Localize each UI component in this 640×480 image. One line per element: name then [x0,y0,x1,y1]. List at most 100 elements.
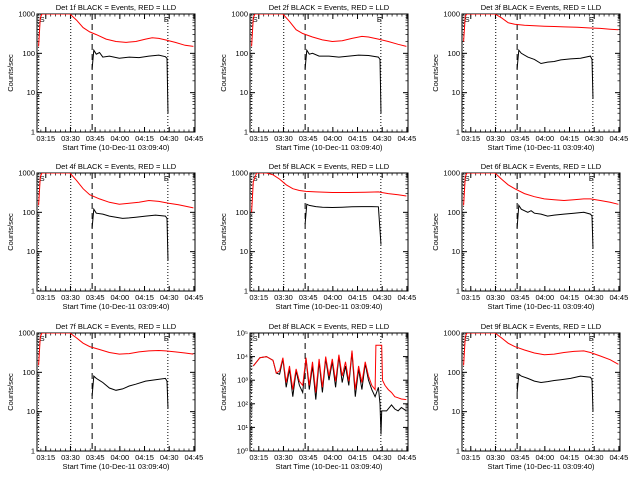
y-tick-label: 10³ [237,376,248,385]
series-lld-line [463,173,619,206]
y-axis-label: Counts/sec [431,213,440,251]
x-tick-label: 04:45 [610,134,629,143]
panel-title: Det 3f BLACK = Events, RED = LLD [481,3,602,12]
plot-frame [249,13,409,133]
panel-det-5: Det 5f BLACK = Events, RED = LLD 1 10 100 10… [219,162,416,311]
series-lld-line [252,344,407,401]
x-tick-label: 04:00 [323,134,342,143]
end-marker-label: E [164,334,169,343]
series-events-line [252,352,407,435]
panel-det-1: Det 1f BLACK = Events, RED = LLD 1 10 100 10… [6,3,203,152]
start-marker-label: S [465,174,470,183]
panel-title: Det 5f BLACK = Events, RED = LLD [269,162,390,171]
panel-title: Det 7f BLACK = Events, RED = LLD [56,322,177,331]
panel-det-6: Det 6f BLACK = Events, RED = LLD 1 10 100 10… [431,162,628,311]
x-tick-label: 04:15 [135,453,154,462]
y-tick-label: 10⁴ [236,352,248,361]
panel-det-9: Det 9f BLACK = Events, RED = LLD 1 10 100 10… [431,322,628,471]
y-axis-label: Counts/sec [219,373,228,411]
x-axis-label: Start Time (10-Dec-11 03:09:40) [488,143,595,152]
x-tick-label: 04:30 [160,453,179,462]
y-tick-label: 10 [27,88,35,97]
x-tick-label: 03:30 [61,293,80,302]
x-tick-label: 04:15 [348,134,367,143]
y-tick-label: 1 [31,447,35,456]
x-tick-label: 03:30 [274,453,293,462]
x-tick-label: 04:30 [160,293,179,302]
y-tick-label: 100 [22,49,35,58]
y-tick-label: 1 [31,128,35,137]
y-tick-label: 10¹ [237,423,248,432]
x-tick-label: 04:00 [110,453,129,462]
x-tick-label: 03:15 [36,293,55,302]
panel-title: Det 9f BLACK = Events, RED = LLD [481,322,602,331]
end-marker-label: E [589,334,594,343]
x-tick-label: 03:15 [249,293,268,302]
panel-title: Det 4f BLACK = Events, RED = LLD [56,162,177,171]
x-tick-label: 03:30 [274,293,293,302]
series-lld-line [463,14,619,42]
series-events-line [516,203,594,249]
y-tick-label: 100 [22,368,35,377]
x-tick-label: 04:00 [110,134,129,143]
y-tick-label: 10 [452,88,460,97]
x-tick-label: 04:00 [535,293,554,302]
y-axis-label: Counts/sec [219,213,228,251]
x-tick-label: 04:30 [160,134,179,143]
y-axis-label: Counts/sec [6,213,15,251]
x-tick-label: 03:45 [86,453,105,462]
x-tick-label: 04:15 [560,293,579,302]
end-marker-label: E [589,174,594,183]
x-axis-label: Start Time (10-Dec-11 03:09:40) [488,462,595,471]
y-tick-label: 100 [447,208,460,217]
y-tick-label: 100 [447,49,460,58]
x-tick-label: 04:30 [373,293,392,302]
plot-frame [461,172,621,292]
x-tick-label: 04:15 [348,453,367,462]
series-events-line [91,48,169,114]
end-marker-label: E [164,15,169,24]
y-tick-label: 1 [456,447,460,456]
x-tick-label: 03:45 [511,134,530,143]
start-marker-label: S [253,174,258,183]
x-tick-label: 04:00 [110,293,129,302]
x-axis-label: Start Time (10-Dec-11 03:09:40) [276,302,383,311]
plot-frame [249,172,409,292]
plot-frame [461,13,621,133]
series-lld-line [251,14,407,47]
series-lld-line [38,14,194,47]
y-tick-label: 10 [452,247,460,256]
panel-det-2: Det 2f BLACK = Events, RED = LLD 1 10 100 10… [219,3,416,152]
panel-det-8: Det 8f BLACK = Events, RED = LLD 10⁰ 10¹ 10… [219,322,416,471]
start-marker-label: S [40,334,45,343]
end-marker-label: E [377,15,382,24]
panel-title: Det 6f BLACK = Events, RED = LLD [481,162,602,171]
x-tick-label: 04:45 [610,453,629,462]
y-tick-label: 10 [240,247,248,256]
series-events-line [516,48,594,99]
x-tick-label: 03:15 [461,134,480,143]
x-tick-label: 03:45 [299,453,318,462]
y-tick-label: 1000 [231,169,248,178]
start-marker-label: S [465,334,470,343]
end-marker-label: E [164,174,169,183]
y-tick-label: 1000 [18,10,35,19]
x-tick-label: 04:45 [185,134,204,143]
x-tick-label: 03:15 [461,293,480,302]
x-tick-label: 03:45 [86,134,105,143]
x-tick-label: 04:15 [348,293,367,302]
start-marker-label: S [465,15,470,24]
y-tick-label: 1 [456,287,460,296]
y-tick-label: 1 [456,128,460,137]
x-tick-label: 04:00 [323,453,342,462]
y-axis-label: Counts/sec [219,54,228,92]
x-tick-label: 04:45 [185,293,204,302]
x-tick-label: 04:00 [535,453,554,462]
y-tick-label: 10 [452,407,460,416]
x-tick-label: 04:00 [535,134,554,143]
y-tick-label: 10² [237,399,248,408]
x-tick-label: 04:15 [560,453,579,462]
y-tick-label: 1000 [18,329,35,338]
series-lld-line [463,333,619,366]
series-lld-line [38,173,194,209]
